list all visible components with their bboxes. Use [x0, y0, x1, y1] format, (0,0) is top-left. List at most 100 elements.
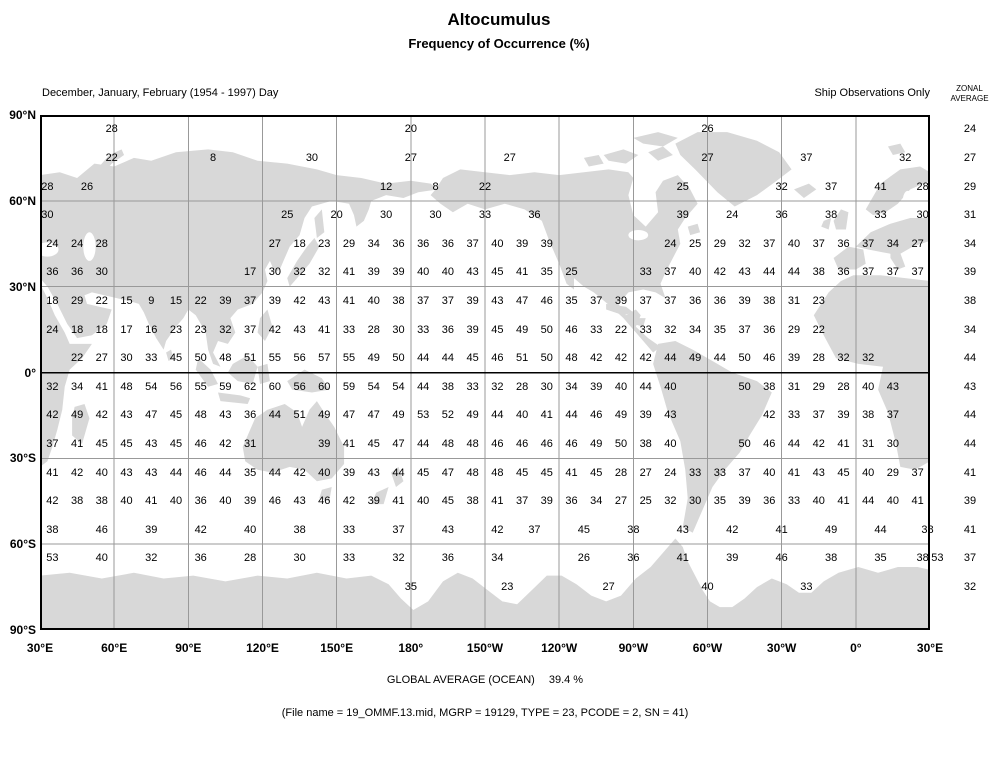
grid-value: 56 — [293, 352, 306, 365]
grid-value: 38 — [921, 523, 934, 536]
lon-tick-label: 30°E — [916, 641, 944, 655]
grid-value: 39 — [466, 294, 479, 307]
grid-value: 46 — [515, 438, 529, 451]
grid-value: 43 — [676, 523, 689, 536]
grid-value: 40 — [763, 466, 776, 479]
zonal-average-value: 34 — [963, 237, 977, 250]
grid-value: 23 — [812, 294, 825, 307]
land-novaya-zemlya — [99, 149, 125, 173]
grid-value: 33 — [478, 209, 492, 222]
grid-value: 35 — [713, 323, 726, 336]
grid-value: 38 — [441, 380, 455, 393]
grid-value: 36 — [763, 495, 776, 508]
page-subtitle: Frequency of Occurrence (%) — [408, 36, 590, 51]
grid-value: 48 — [441, 438, 455, 451]
grid-value: 38 — [862, 409, 875, 422]
grid-value: 49 — [590, 438, 603, 451]
grid-value: 41 — [342, 438, 356, 451]
grid-value: 38 — [95, 495, 108, 508]
grid-value: 43 — [318, 294, 331, 307]
grid-value: 8 — [209, 151, 217, 164]
grid-value: 39 — [268, 294, 281, 307]
grid-value: 39 — [787, 352, 801, 365]
grid-value: 47 — [342, 409, 356, 422]
grid-value: 28 — [614, 466, 628, 479]
grid-value: 45 — [120, 438, 133, 451]
grid-value: 29 — [886, 466, 900, 479]
grid-value: 40 — [664, 380, 677, 393]
grid-value: 37 — [763, 237, 776, 250]
page-title: Altocumulus — [447, 10, 551, 29]
grid-value: 27 — [701, 151, 714, 164]
grid-value: 47 — [392, 438, 405, 451]
grid-value: 30 — [392, 323, 405, 336]
grid-value: 38 — [639, 438, 652, 451]
grid-value: 44 — [874, 523, 887, 536]
grid-value: 37 — [417, 294, 430, 307]
grid-value: 28 — [812, 352, 825, 365]
grid-value: 37 — [800, 151, 813, 164]
grid-value: 44 — [862, 495, 875, 508]
grid-value: 44 — [664, 352, 677, 365]
grid-value: 59 — [219, 380, 232, 393]
grid-value: 32 — [46, 380, 59, 393]
grid-value: 46 — [565, 323, 578, 336]
grid-value: 22 — [614, 323, 628, 336]
land-britain — [833, 209, 849, 230]
grid-value: 45 — [491, 323, 504, 336]
land-eurasia — [40, 149, 439, 367]
grid-value: 31 — [787, 294, 801, 307]
grid-value: 32 — [293, 266, 306, 279]
grid-value: 37 — [812, 409, 825, 422]
grid-value: 44 — [441, 352, 455, 365]
grid-value: 38 — [46, 523, 59, 536]
grid-value: 41 — [540, 409, 553, 422]
grid-value: 46 — [491, 352, 504, 365]
land-new-guinea — [287, 369, 330, 393]
grid-value: 36 — [417, 237, 430, 250]
land-arctic-island-2 — [648, 146, 673, 161]
grid-value: 45 — [577, 523, 590, 536]
grid-value: 46 — [540, 438, 553, 451]
grid-value: 27 — [503, 151, 516, 164]
grid-value: 45 — [169, 352, 183, 365]
grid-value: 38 — [392, 294, 405, 307]
grid-value: 59 — [342, 380, 356, 393]
zonal-average-value: 44 — [963, 352, 977, 365]
grid-value: 25 — [676, 180, 689, 193]
land-iberia — [833, 246, 866, 270]
lat-tick-label: 90°S — [9, 623, 36, 637]
zonal-average-value: 39 — [963, 266, 977, 279]
grid-value: 30 — [379, 209, 393, 222]
grid-value: 48 — [466, 438, 479, 451]
land-svalbard — [887, 143, 906, 156]
grid-value: 40 — [701, 581, 714, 594]
grid-value: 37 — [738, 466, 751, 479]
land-philippines — [257, 309, 273, 342]
grid-value: 31 — [244, 438, 257, 451]
grid-value: 43 — [441, 523, 455, 536]
land-sulawesi — [257, 363, 270, 384]
grid-value: 39 — [540, 495, 553, 508]
global-average-value: 39.4 % — [548, 674, 584, 686]
grid-value: 51 — [293, 409, 306, 422]
land-greenland — [675, 132, 792, 207]
land-europe — [855, 217, 930, 256]
grid-value: 33 — [417, 323, 430, 336]
grid-value: 53 — [931, 552, 944, 565]
lon-tick-label: 90°E — [175, 641, 202, 655]
grid-value: 32 — [664, 495, 677, 508]
land-arctic-island-1 — [603, 149, 639, 164]
grid-value: 55 — [342, 352, 356, 365]
grid-value: 42 — [812, 438, 825, 451]
grid-value: 36 — [565, 495, 578, 508]
land-java — [217, 392, 251, 404]
grid-value: 22 — [194, 294, 207, 307]
grid-value: 33 — [590, 323, 603, 336]
grid-value: 41 — [392, 495, 405, 508]
grid-value: 40 — [441, 266, 455, 279]
grid-value: 50 — [194, 352, 207, 365]
grid-value: 40 — [614, 380, 628, 393]
grid-value: 49 — [824, 523, 838, 536]
